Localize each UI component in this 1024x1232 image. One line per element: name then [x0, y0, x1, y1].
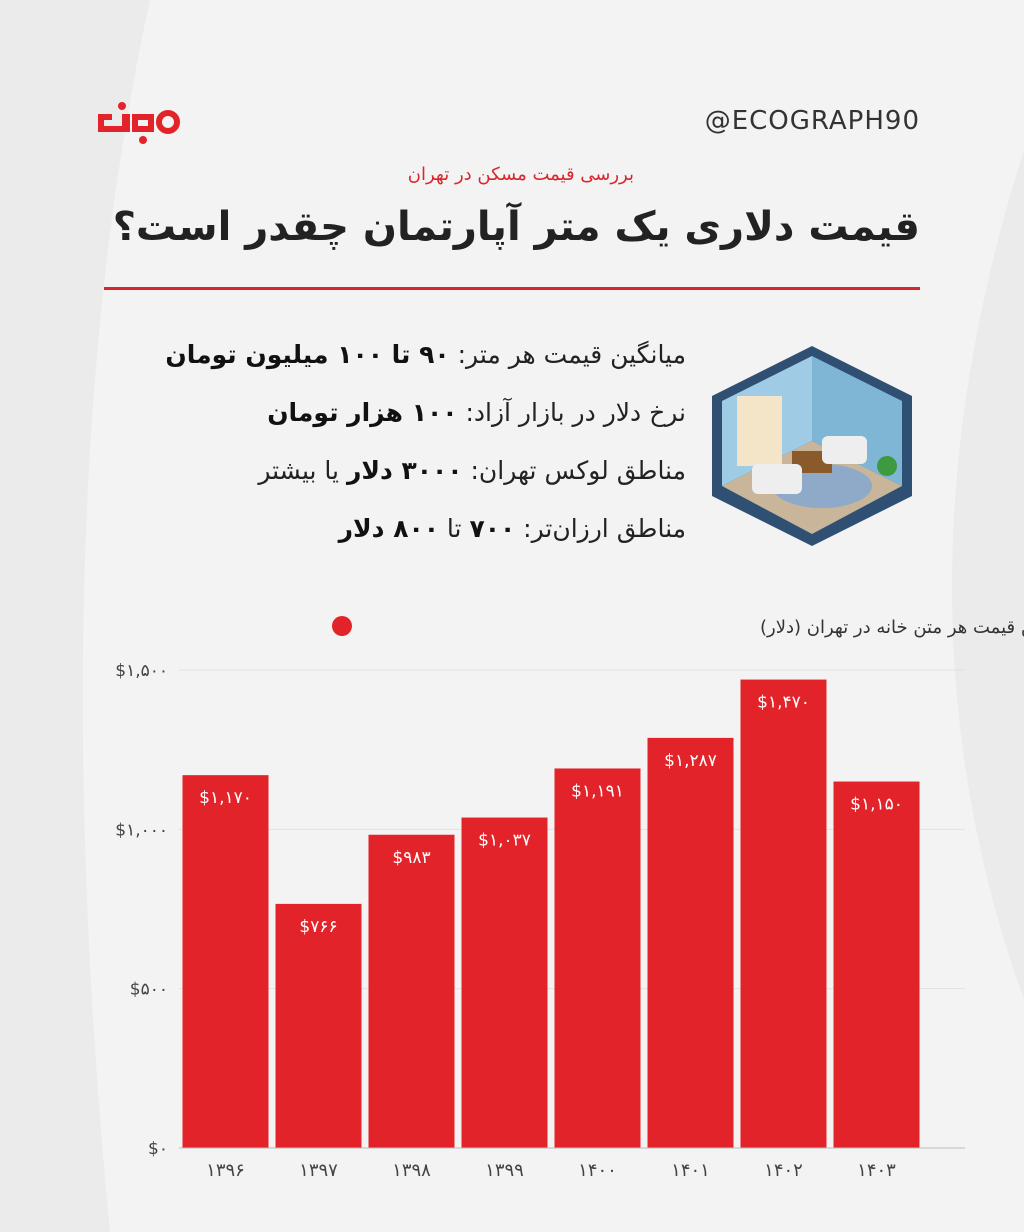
- value-label: $۱,۱۹۱: [571, 781, 624, 801]
- info-list: میانگین قیمت هر متر: ۹۰ تا ۱۰۰ میلیون تو…: [165, 330, 686, 562]
- value-label: $۱,۴۷۰: [757, 693, 810, 713]
- info-line: مناطق لوکس تهران: ۳۰۰۰ دلار یا بیشتر: [165, 446, 686, 504]
- legend-label: میانگین قیمت هر متن خانه در تهران (دلار): [760, 616, 1024, 638]
- logo: [98, 102, 180, 144]
- x-tick-label: ۱۳۹۹: [485, 1160, 524, 1181]
- bar: [275, 903, 362, 1148]
- chart: $۰ $۵۰۰ $۱,۰۰۰ $۱,۵۰۰ میانگین قیمت هر متن خا…: [115, 616, 1024, 1181]
- legend-marker: [332, 616, 352, 636]
- x-tick-label: ۱۴۰۲: [764, 1160, 803, 1181]
- bar: [461, 817, 548, 1148]
- x-tick-label: ۱۳۹۶: [206, 1160, 245, 1181]
- info-text: مناطق لوکس تهران:: [462, 456, 686, 485]
- info-text: هزار تومان: [267, 398, 412, 427]
- info-text: ۸۰۰: [393, 514, 439, 543]
- y-tick-label: $۱,۰۰۰: [115, 820, 168, 840]
- x-tick-label: ۱۳۹۸: [392, 1160, 431, 1181]
- info-text: میلیون تومان: [165, 340, 338, 369]
- info-text: دلار: [346, 456, 402, 485]
- x-tick-label: ۱۴۰۳: [857, 1160, 896, 1181]
- social-handle: @ECOGRAPH90: [704, 106, 920, 136]
- info-text: ۳۰۰۰: [401, 456, 463, 485]
- value-label: $۱,۱۷۰: [199, 788, 252, 808]
- info-text: تا: [438, 514, 470, 543]
- y-tick-label: $۵۰۰: [130, 980, 168, 1000]
- bar: [647, 737, 734, 1148]
- info-text: یا بیشتر: [258, 456, 347, 485]
- value-label: $۱,۱۵۰: [850, 795, 903, 815]
- info-text: نرخ دلار در بازار آزاد:: [457, 398, 686, 427]
- title: قیمت دلاری یک متر آپارتمان چقدر است؟: [112, 204, 920, 250]
- info-line: میانگین قیمت هر متر: ۹۰ تا ۱۰۰ میلیون تو…: [165, 330, 686, 388]
- value-label: $۹۸۳: [392, 848, 430, 868]
- info-text: ۱۰۰: [411, 398, 458, 427]
- value-label: $۷۶۶: [299, 917, 337, 937]
- bar: [833, 781, 920, 1148]
- bar: [554, 768, 641, 1148]
- subtitle: بررسی قیمت مسکن در تهران: [407, 164, 634, 185]
- room-illustration: [712, 346, 912, 546]
- info-text: دلار: [338, 514, 394, 543]
- x-tick-label: ۱۴۰۱: [671, 1160, 710, 1181]
- value-label: $۱,۰۳۷: [478, 831, 531, 851]
- info-text: ۷۰۰: [469, 514, 516, 543]
- info-text: مناطق ارزان‌تر:: [515, 514, 686, 543]
- info-line: نرخ دلار در بازار آزاد: ۱۰۰ هزار تومان: [165, 388, 686, 446]
- bar: [368, 834, 455, 1148]
- value-label: $۱,۲۸۷: [664, 751, 717, 771]
- info-text: ۱۰۰: [337, 340, 383, 369]
- info-text: تا: [382, 340, 420, 369]
- bar: [740, 679, 827, 1148]
- divider: [104, 287, 920, 290]
- y-tick-label: $۱,۵۰۰: [115, 661, 168, 681]
- bar: [182, 775, 269, 1148]
- x-tick-label: ۱۳۹۷: [299, 1160, 338, 1181]
- info-text: میانگین قیمت هر متر:: [449, 340, 686, 369]
- x-tick-label: ۱۴۰۰: [578, 1160, 617, 1181]
- info-line: مناطق ارزان‌تر: ۷۰۰ تا ۸۰۰ دلار: [165, 504, 686, 562]
- y-tick-label: $۰: [148, 1139, 168, 1159]
- info-text: ۹۰: [419, 340, 450, 369]
